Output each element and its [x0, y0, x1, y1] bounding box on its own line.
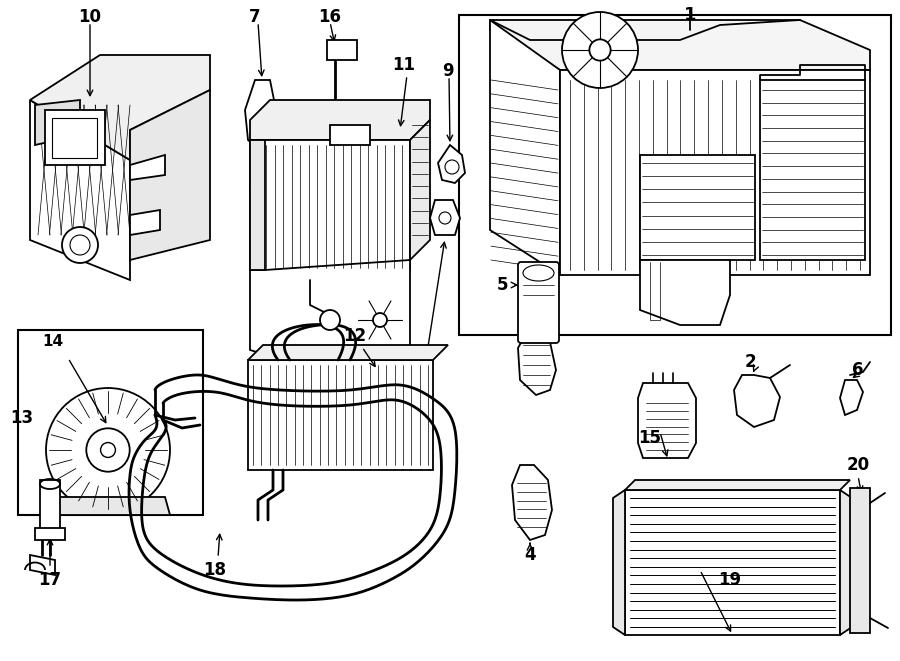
Polygon shape — [512, 465, 552, 540]
Bar — [640, 155, 755, 260]
Text: 9: 9 — [442, 62, 454, 80]
Bar — [35, 528, 65, 540]
Circle shape — [46, 388, 170, 512]
Text: 7: 7 — [249, 8, 261, 26]
Text: 4: 4 — [524, 546, 536, 564]
Polygon shape — [490, 20, 870, 70]
FancyBboxPatch shape — [518, 262, 559, 343]
Text: 19: 19 — [718, 571, 742, 589]
Bar — [459, 15, 891, 335]
Polygon shape — [560, 70, 870, 275]
Text: 17: 17 — [39, 571, 61, 589]
Polygon shape — [48, 497, 170, 515]
Circle shape — [86, 428, 130, 472]
Circle shape — [62, 227, 98, 263]
Circle shape — [562, 12, 638, 88]
Polygon shape — [130, 90, 210, 260]
Circle shape — [445, 160, 459, 174]
Polygon shape — [330, 125, 370, 145]
Text: 10: 10 — [78, 8, 102, 26]
Polygon shape — [640, 260, 730, 325]
Text: 13: 13 — [10, 409, 33, 427]
Bar — [18, 330, 203, 515]
Bar — [248, 360, 433, 470]
Text: 6: 6 — [852, 361, 864, 379]
Circle shape — [439, 212, 451, 224]
Polygon shape — [245, 80, 285, 165]
Polygon shape — [438, 145, 465, 183]
Text: 8: 8 — [414, 365, 426, 383]
Text: 18: 18 — [203, 561, 227, 579]
Polygon shape — [130, 210, 160, 235]
Text: 12: 12 — [344, 327, 366, 345]
Bar — [45, 110, 105, 165]
Polygon shape — [30, 100, 130, 280]
Bar — [250, 140, 410, 270]
Text: 3: 3 — [529, 309, 541, 327]
Circle shape — [320, 310, 340, 330]
Polygon shape — [625, 480, 850, 490]
Polygon shape — [638, 383, 696, 458]
Polygon shape — [490, 20, 560, 275]
Polygon shape — [430, 200, 460, 235]
Polygon shape — [613, 490, 625, 635]
Polygon shape — [250, 260, 410, 365]
Text: 1: 1 — [684, 6, 697, 24]
Polygon shape — [734, 375, 780, 427]
Text: 5: 5 — [497, 276, 508, 294]
Circle shape — [101, 443, 115, 457]
Bar — [625, 490, 840, 635]
Circle shape — [590, 40, 610, 61]
Text: 16: 16 — [319, 8, 341, 26]
Circle shape — [373, 313, 387, 327]
Polygon shape — [248, 345, 448, 360]
Polygon shape — [840, 380, 863, 415]
Bar — [52, 118, 97, 158]
Polygon shape — [410, 120, 430, 260]
Text: 14: 14 — [42, 334, 63, 350]
Polygon shape — [327, 40, 357, 60]
Bar — [760, 80, 865, 260]
Polygon shape — [130, 155, 165, 180]
Polygon shape — [250, 100, 430, 140]
Polygon shape — [840, 490, 852, 635]
Bar — [40, 480, 60, 535]
Polygon shape — [518, 330, 556, 395]
Polygon shape — [250, 140, 265, 270]
Circle shape — [70, 235, 90, 255]
Text: 20: 20 — [846, 456, 869, 474]
Polygon shape — [35, 100, 80, 145]
Polygon shape — [30, 555, 55, 575]
Polygon shape — [30, 55, 210, 160]
Polygon shape — [850, 488, 870, 633]
Text: 15: 15 — [638, 429, 662, 447]
Text: 11: 11 — [392, 56, 415, 74]
Text: 2: 2 — [744, 353, 756, 371]
